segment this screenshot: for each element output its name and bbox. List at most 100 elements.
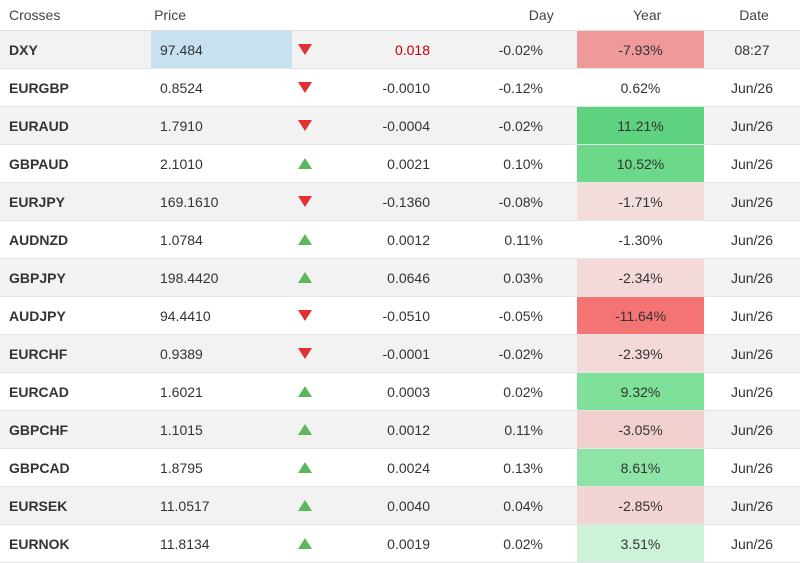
arrow-up-icon (298, 272, 312, 283)
day-percent-cell: 0.04% (503, 497, 543, 514)
table-row[interactable]: EURNOK 11.8134 0.0019 0.02% 3.51% Jun/26 (0, 525, 800, 563)
symbol-link[interactable]: EURNOK (9, 535, 70, 552)
symbol-link[interactable]: EURSEK (9, 497, 68, 514)
spacer (543, 487, 577, 524)
symbol-link[interactable]: AUDNZD (9, 231, 69, 248)
year-percent-cell: 11.21% (577, 107, 704, 144)
price-cell: 0.9389 (160, 345, 203, 362)
symbol-link[interactable]: GBPCAD (9, 459, 70, 476)
date-cell: Jun/26 (730, 535, 774, 552)
symbol-link[interactable]: EURCHF (9, 345, 68, 362)
direction-cell (292, 297, 352, 334)
change-cell: 0.0012 (387, 421, 430, 438)
year-percent-cell: -2.34% (577, 259, 704, 296)
symbol-link[interactable]: EURAUD (9, 117, 69, 134)
change-cell: 0.018 (394, 41, 430, 58)
symbol-link[interactable]: DXY (9, 41, 38, 58)
header-price[interactable]: Price (154, 7, 186, 23)
spacer (543, 411, 577, 448)
symbol-link[interactable]: AUDJPY (9, 307, 66, 324)
day-percent-cell: -0.02% (498, 345, 543, 362)
date-cell: Jun/26 (730, 269, 774, 286)
day-percent-cell: -0.02% (498, 117, 543, 134)
symbol-link[interactable]: GBPCHF (9, 421, 69, 438)
price-cell: 97.484 (151, 31, 292, 68)
price-cell: 11.8134 (160, 535, 210, 552)
day-percent-cell: 0.11% (504, 421, 543, 438)
change-cell: 0.0024 (387, 459, 430, 476)
direction-cell (292, 107, 352, 144)
year-percent-cell: -11.64% (577, 297, 704, 334)
price-cell: 1.8795 (160, 459, 203, 476)
arrow-up-icon (298, 234, 312, 245)
year-percent-cell: -3.05% (577, 411, 704, 448)
symbol-link[interactable]: GBPJPY (9, 269, 66, 286)
header-crosses[interactable]: Crosses (9, 7, 61, 23)
direction-cell (292, 221, 352, 258)
spacer (543, 107, 577, 144)
table-header: Crosses Price Day Year Date (0, 0, 800, 31)
date-cell: Jun/26 (730, 231, 774, 248)
table-row[interactable]: EURGBP 0.8524 -0.0010 -0.12% 0.62% Jun/26 (0, 69, 800, 107)
table-row[interactable]: AUDNZD 1.0784 0.0012 0.11% -1.30% Jun/26 (0, 221, 800, 259)
table-row[interactable]: DXY 97.484 0.018 -0.02% -7.93% 08:27 (0, 31, 800, 69)
symbol-link[interactable]: EURJPY (9, 193, 66, 210)
direction-cell (292, 69, 352, 106)
change-cell: 0.0003 (387, 383, 430, 400)
arrow-down-icon (298, 348, 312, 359)
table-row[interactable]: GBPCAD 1.8795 0.0024 0.13% 8.61% Jun/26 (0, 449, 800, 487)
table-row[interactable]: GBPJPY 198.4420 0.0646 0.03% -2.34% Jun/26 (0, 259, 800, 297)
date-cell: Jun/26 (730, 193, 774, 210)
table-row[interactable]: GBPCHF 1.1015 0.0012 0.11% -3.05% Jun/26 (0, 411, 800, 449)
header-date[interactable]: Date (739, 7, 769, 23)
day-percent-cell: 0.11% (504, 231, 543, 248)
spacer (543, 525, 577, 562)
day-percent-cell: -0.12% (498, 79, 543, 96)
date-cell: Jun/26 (730, 79, 774, 96)
arrow-down-icon (298, 120, 312, 131)
spacer (543, 259, 577, 296)
arrow-down-icon (298, 310, 312, 321)
year-percent-cell: -1.71% (577, 183, 704, 220)
arrow-up-icon (298, 538, 312, 549)
day-percent-cell: 0.13% (503, 459, 543, 476)
symbol-link[interactable]: EURGBP (9, 79, 69, 96)
symbol-link[interactable]: GBPAUD (9, 155, 69, 172)
day-percent-cell: 0.02% (503, 535, 543, 552)
arrow-down-icon (298, 82, 312, 93)
spacer (543, 31, 577, 68)
year-percent-cell: 10.52% (577, 145, 704, 182)
header-year[interactable]: Year (632, 7, 662, 23)
spacer (543, 449, 577, 486)
year-percent-cell: 0.62% (620, 79, 661, 96)
arrow-up-icon (298, 462, 312, 473)
change-cell: -0.0004 (382, 117, 430, 134)
table-row[interactable]: EURCAD 1.6021 0.0003 0.02% 9.32% Jun/26 (0, 373, 800, 411)
arrow-up-icon (298, 500, 312, 511)
year-percent-cell: 3.51% (577, 525, 704, 562)
change-cell: 0.0646 (387, 269, 430, 286)
spacer (543, 69, 577, 106)
date-cell: 08:27 (734, 41, 770, 58)
price-cell: 1.7910 (160, 117, 203, 134)
table-row[interactable]: EURCHF 0.9389 -0.0001 -0.02% -2.39% Jun/26 (0, 335, 800, 373)
spacer (543, 297, 577, 334)
price-cell: 0.8524 (160, 79, 203, 96)
spacer (543, 335, 577, 372)
day-percent-cell: 0.02% (503, 383, 543, 400)
direction-cell (292, 335, 352, 372)
table-body: DXY 97.484 0.018 -0.02% -7.93% 08:27 EURGBP 0.8… (0, 31, 800, 563)
year-percent-cell: 9.32% (577, 373, 704, 410)
table-row[interactable]: EURAUD 1.7910 -0.0004 -0.02% 11.21% Jun/26 (0, 107, 800, 145)
date-cell: Jun/26 (730, 497, 774, 514)
header-day[interactable]: Day (528, 7, 554, 23)
table-row[interactable]: GBPAUD 2.1010 0.0021 0.10% 10.52% Jun/26 (0, 145, 800, 183)
year-percent-cell: 8.61% (577, 449, 704, 486)
table-row[interactable]: AUDJPY 94.4410 -0.0510 -0.05% -11.64% Jun/26 (0, 297, 800, 335)
price-cell: 198.4420 (160, 269, 219, 286)
change-cell: 0.0012 (387, 231, 430, 248)
table-row[interactable]: EURJPY 169.1610 -0.1360 -0.08% -1.71% Jun/26 (0, 183, 800, 221)
symbol-link[interactable]: EURCAD (9, 383, 69, 400)
table-row[interactable]: EURSEK 11.0517 0.0040 0.04% -2.85% Jun/26 (0, 487, 800, 525)
